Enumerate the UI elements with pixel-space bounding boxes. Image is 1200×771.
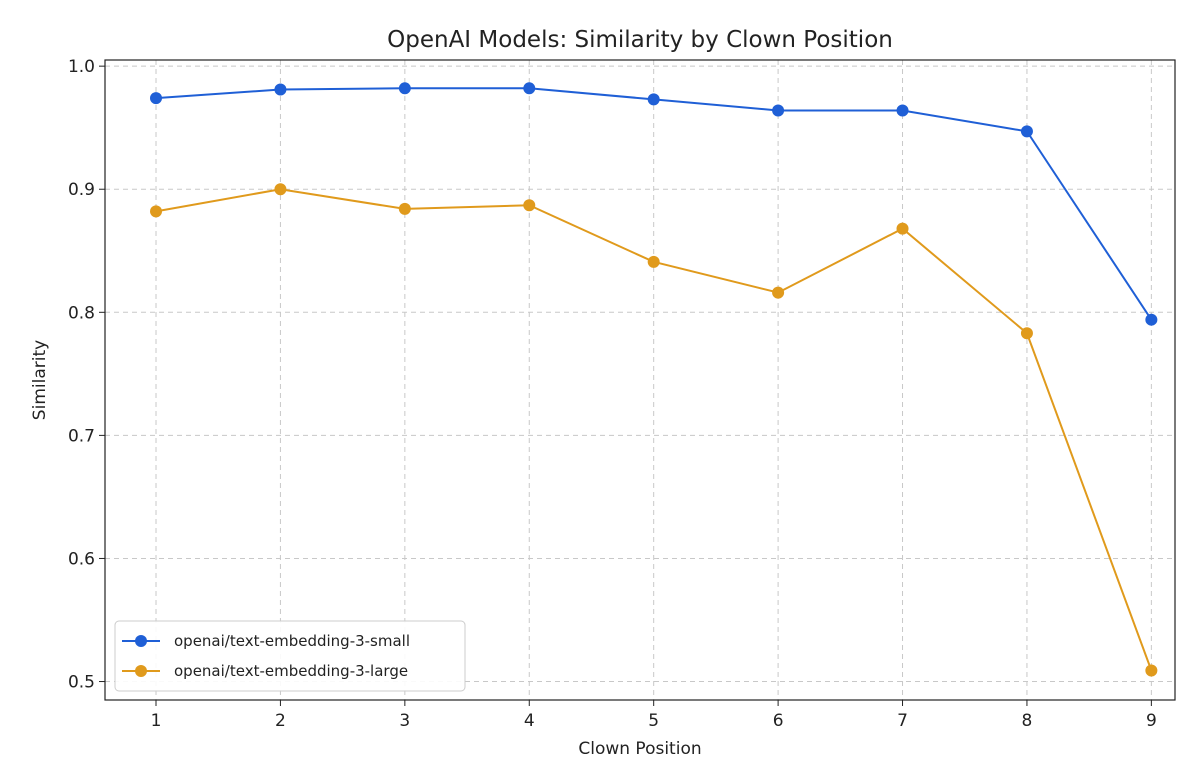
series-0-point (896, 104, 909, 117)
x-tick-label: 5 (648, 711, 659, 731)
series-0-point (1020, 125, 1033, 138)
series-0-point (150, 92, 163, 105)
legend-label: openai/text-embedding-3-small (174, 632, 410, 650)
series-1-point (772, 286, 785, 299)
series-1-point (647, 255, 660, 268)
x-tick-label: 4 (524, 711, 535, 731)
plot-frame (104, 59, 1176, 701)
series-1-point (1145, 664, 1158, 677)
x-tick-label: 1 (151, 711, 162, 731)
chart-title: OpenAI Models: Similarity by Clown Posit… (387, 27, 893, 53)
series-1-point (150, 205, 163, 218)
legend-swatch-marker (135, 635, 147, 647)
legend-swatch-marker (135, 665, 147, 677)
series-1-point (523, 199, 536, 212)
legend: openai/text-embedding-3-small openai/text… (114, 620, 466, 692)
x-tick-label: 2 (275, 711, 286, 731)
series-0-point (274, 83, 287, 96)
x-axis-ticks: 1 2 3 4 5 6 7 8 9 (151, 700, 1157, 731)
y-tick-label: 0.5 (68, 673, 95, 693)
legend-items: openai/text-embedding-3-small openai/text… (122, 632, 410, 680)
y-axis-label: Similarity (30, 340, 50, 420)
y-tick-label: 0.8 (68, 303, 95, 323)
series-0-point (1145, 313, 1158, 326)
x-tick-label: 8 (1022, 711, 1033, 731)
series-1-point (1020, 327, 1033, 340)
grid-lines (105, 60, 1175, 700)
y-axis-ticks: 0.5 0.6 0.7 0.8 0.9 1.0 (68, 57, 105, 693)
series-1-point (896, 222, 909, 235)
series-0-point (772, 104, 785, 117)
x-tick-label: 3 (399, 711, 410, 731)
series-layer (150, 82, 1158, 677)
y-tick-label: 1.0 (68, 57, 95, 77)
series-1-point (274, 183, 287, 196)
x-axis-label: Clown Position (578, 739, 701, 759)
y-tick-label: 0.7 (68, 426, 95, 446)
series-1-point (398, 202, 411, 215)
series-0-point (647, 93, 660, 106)
x-tick-label: 7 (897, 711, 908, 731)
series-0-point (523, 82, 536, 95)
x-tick-label: 9 (1146, 711, 1157, 731)
series-0-point (398, 82, 411, 95)
legend-box (114, 620, 466, 692)
y-tick-label: 0.9 (68, 180, 95, 200)
x-tick-label: 6 (773, 711, 784, 731)
legend-label: openai/text-embedding-3-large (174, 662, 408, 680)
y-tick-label: 0.6 (68, 549, 95, 569)
